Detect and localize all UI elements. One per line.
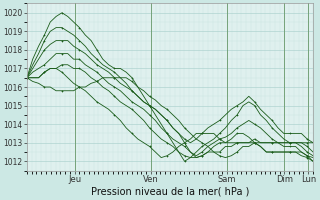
X-axis label: Pression niveau de la mer( hPa ): Pression niveau de la mer( hPa ) <box>91 187 249 197</box>
